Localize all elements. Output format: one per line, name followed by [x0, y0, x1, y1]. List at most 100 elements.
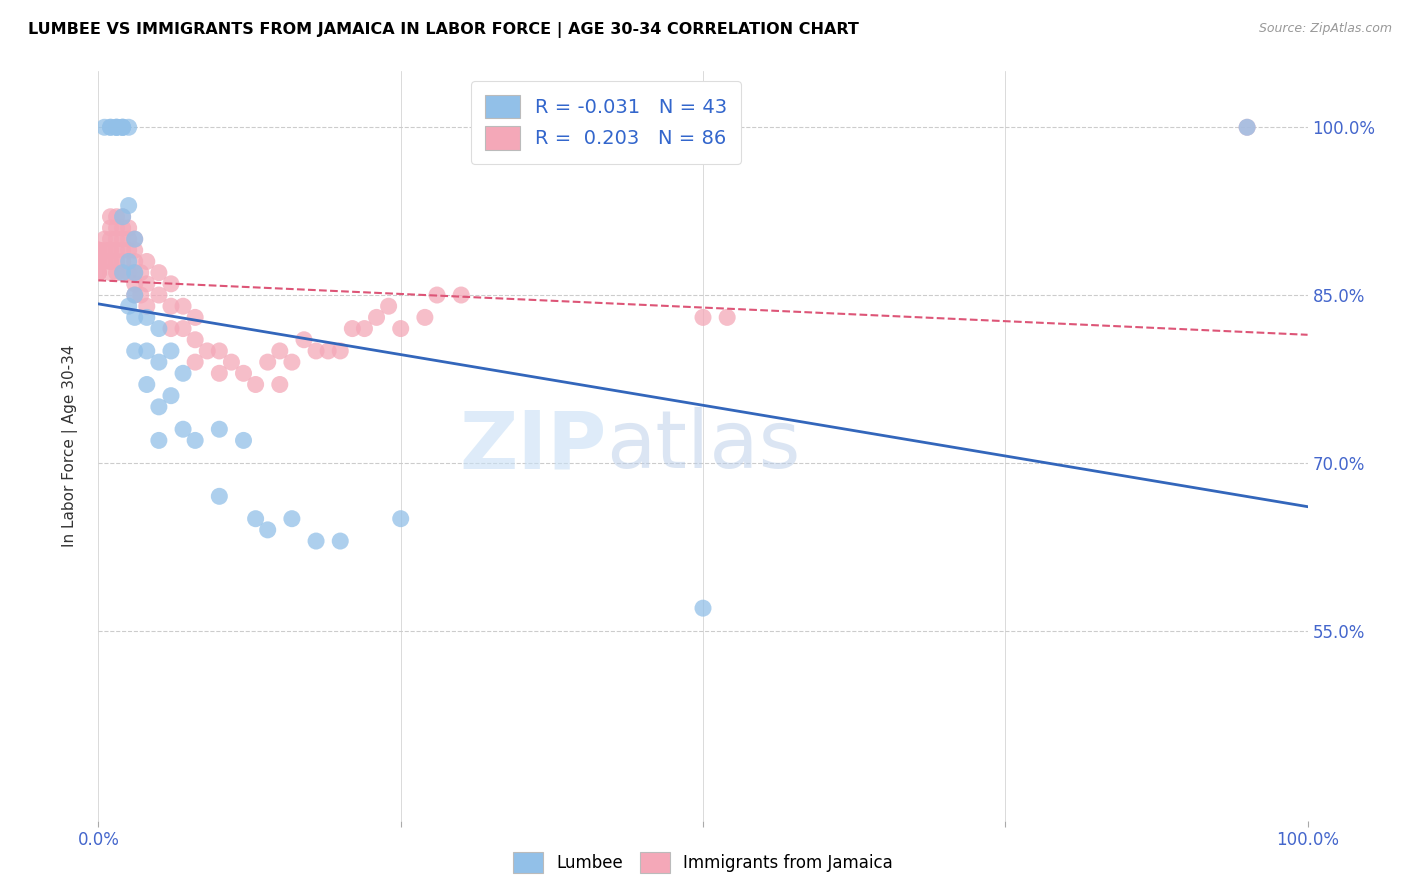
Point	[105, 244, 128, 258]
Point	[389, 321, 412, 335]
Point	[305, 534, 328, 549]
Point	[135, 299, 157, 313]
Point	[118, 198, 141, 212]
Point	[256, 523, 278, 537]
Point	[105, 266, 128, 280]
Point	[118, 120, 141, 135]
Point	[111, 210, 134, 224]
Point	[692, 310, 714, 325]
Point	[118, 299, 141, 313]
Point	[450, 288, 472, 302]
Point	[292, 333, 315, 347]
Point	[426, 288, 449, 302]
Point	[377, 299, 399, 313]
Point	[172, 422, 194, 436]
Point	[111, 254, 134, 268]
Point	[160, 343, 183, 358]
Point	[111, 221, 134, 235]
Point	[692, 601, 714, 615]
Point	[100, 210, 122, 224]
Point	[329, 343, 352, 358]
Point	[124, 254, 146, 268]
Point	[389, 511, 412, 525]
Point	[87, 266, 110, 280]
Point	[87, 254, 110, 268]
Point	[172, 299, 194, 313]
Point	[281, 355, 304, 369]
Point	[118, 254, 141, 268]
Point	[135, 377, 157, 392]
Point	[208, 422, 231, 436]
Point	[100, 254, 122, 268]
Point	[184, 434, 207, 448]
Point	[245, 377, 267, 392]
Point	[105, 120, 128, 135]
Point	[172, 321, 194, 335]
Point	[87, 254, 110, 268]
Point	[111, 120, 134, 135]
Point	[184, 310, 207, 325]
Point	[160, 277, 183, 291]
Point	[93, 120, 115, 135]
Point	[124, 288, 146, 302]
Point	[124, 232, 146, 246]
Point	[87, 244, 110, 258]
Point	[148, 355, 170, 369]
Point	[195, 343, 218, 358]
Point	[124, 343, 146, 358]
Point	[366, 310, 388, 325]
Point	[256, 355, 278, 369]
Text: atlas: atlas	[606, 407, 800, 485]
Point	[342, 321, 364, 335]
Text: ZIP: ZIP	[458, 407, 606, 485]
Point	[208, 489, 231, 503]
Point	[281, 511, 304, 525]
Point	[105, 221, 128, 235]
Point	[124, 277, 146, 291]
Point	[148, 321, 170, 335]
Point	[413, 310, 436, 325]
Point	[111, 244, 134, 258]
Point	[148, 434, 170, 448]
Point	[93, 232, 115, 246]
Point	[111, 120, 134, 135]
Point	[1236, 120, 1258, 135]
Point	[93, 244, 115, 258]
Point	[118, 221, 141, 235]
Point	[87, 266, 110, 280]
Point	[160, 389, 183, 403]
Point	[87, 254, 110, 268]
Point	[111, 266, 134, 280]
Point	[184, 333, 207, 347]
Legend: R = -0.031   N = 43, R =  0.203   N = 86: R = -0.031 N = 43, R = 0.203 N = 86	[471, 81, 741, 163]
Point	[208, 367, 231, 381]
Point	[305, 343, 328, 358]
Point	[135, 277, 157, 291]
Point	[124, 310, 146, 325]
Point	[129, 288, 152, 302]
Point	[105, 120, 128, 135]
Point	[111, 232, 134, 246]
Point	[100, 232, 122, 246]
Point	[148, 266, 170, 280]
Point	[160, 299, 183, 313]
Point	[184, 355, 207, 369]
Point	[100, 221, 122, 235]
Point	[124, 266, 146, 280]
Point	[105, 254, 128, 268]
Point	[111, 120, 134, 135]
Point	[93, 254, 115, 268]
Point	[118, 232, 141, 246]
Point	[87, 244, 110, 258]
Point	[124, 244, 146, 258]
Point	[105, 232, 128, 246]
Point	[245, 511, 267, 525]
Text: LUMBEE VS IMMIGRANTS FROM JAMAICA IN LABOR FORCE | AGE 30-34 CORRELATION CHART: LUMBEE VS IMMIGRANTS FROM JAMAICA IN LAB…	[28, 22, 859, 38]
Point	[135, 310, 157, 325]
Point	[269, 377, 291, 392]
Point	[269, 343, 291, 358]
Point	[160, 321, 183, 335]
Text: Source: ZipAtlas.com: Source: ZipAtlas.com	[1258, 22, 1392, 36]
Point	[135, 343, 157, 358]
Point	[100, 120, 122, 135]
